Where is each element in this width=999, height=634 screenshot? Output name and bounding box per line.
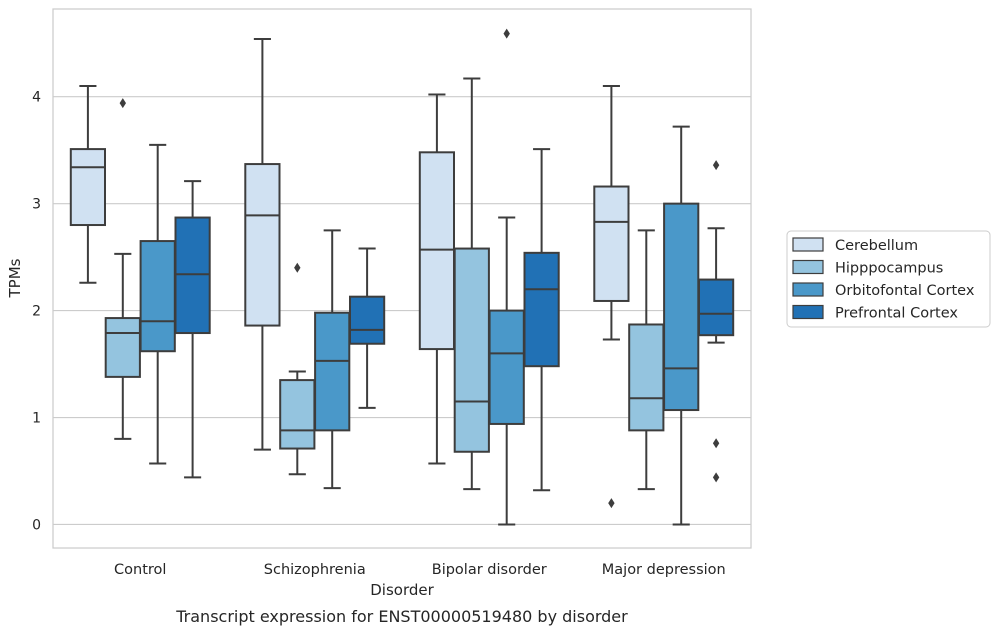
box-body [663,202,700,412]
legend-swatch [792,237,824,252]
box-body [279,379,316,450]
legend: Cerebellum Hipppocampus Orbitofontal Corte… [786,230,991,328]
box-body [593,185,630,302]
box-prefrontal-cortex-schizophrenia [348,247,386,409]
y-tick-label: 1 [32,411,41,427]
legend-frame [786,230,991,328]
box-body [418,151,456,351]
x-tick-label: Major depression [602,562,726,578]
y-tick-label: 3 [32,197,41,213]
outlier-point [294,262,301,273]
legend-label: Orbitofontal Cortex [835,283,975,299]
box-prefrontal-cortex-bipolar-disorder [523,148,560,492]
box-body [453,247,490,453]
box-orbitofontal-cortex-bipolar-disorder [488,28,525,526]
legend-swatch [792,304,824,320]
outlier-point [712,438,720,449]
box-body [174,216,211,335]
box-body [314,311,351,432]
legend-label: Cerebellum [835,238,918,254]
x-axis-label: Disorder [370,581,434,599]
box-hipppocampus-bipolar-disorder [453,77,490,491]
outlier-point [119,98,126,109]
legend-swatch [792,282,824,297]
y-tick-label: 2 [32,304,41,320]
box-body [244,163,281,327]
box-body [523,251,560,368]
box-cerebellum-schizophrenia [244,37,281,451]
box-body [139,240,176,353]
x-tick-label: Schizophrenia [264,562,366,578]
x-ticks: Control Schizophrenia Bipolar disorder Majo… [114,562,726,578]
box-orbitofontal-cortex-schizophrenia [314,229,351,490]
x-tick-label: Bipolar disorder [432,562,547,578]
box-cerebellum-bipolar-disorder [418,93,456,465]
y-tick-label: 0 [32,517,41,533]
plot-frame [52,8,752,549]
box-body [104,317,141,378]
box-cerebellum-major-depression [593,85,630,509]
legend-label: Hipppocampus [835,261,943,277]
outlier-point [712,472,720,483]
box-prefrontal-cortex-major-depression [697,160,735,483]
box-orbitofontal-cortex-control [139,143,176,465]
box-prefrontal-cortex-control [174,180,211,479]
y-tick-label: 4 [32,90,41,106]
box-cerebellum-control [69,85,107,284]
x-tick-label: Control [114,562,166,578]
box-body [628,323,665,432]
box-body [69,148,107,227]
legend-swatch [792,259,824,275]
legend-label: Prefrontal Cortex [835,306,958,322]
y-axis-label: TPMs [6,258,24,298]
box-hipppocampus-control [104,98,141,440]
chart-title: Transcript expression for ENST0000051948… [175,607,628,626]
outlier-point [503,28,510,39]
box-body [697,278,735,337]
y-ticks: 0 1 2 3 4 [32,90,41,534]
box-body [348,295,386,345]
box-plots [69,28,735,526]
outlier-point [608,498,615,509]
outlier-point [712,160,720,171]
box-hipppocampus-major-depression [628,229,665,491]
box-body [488,309,525,425]
